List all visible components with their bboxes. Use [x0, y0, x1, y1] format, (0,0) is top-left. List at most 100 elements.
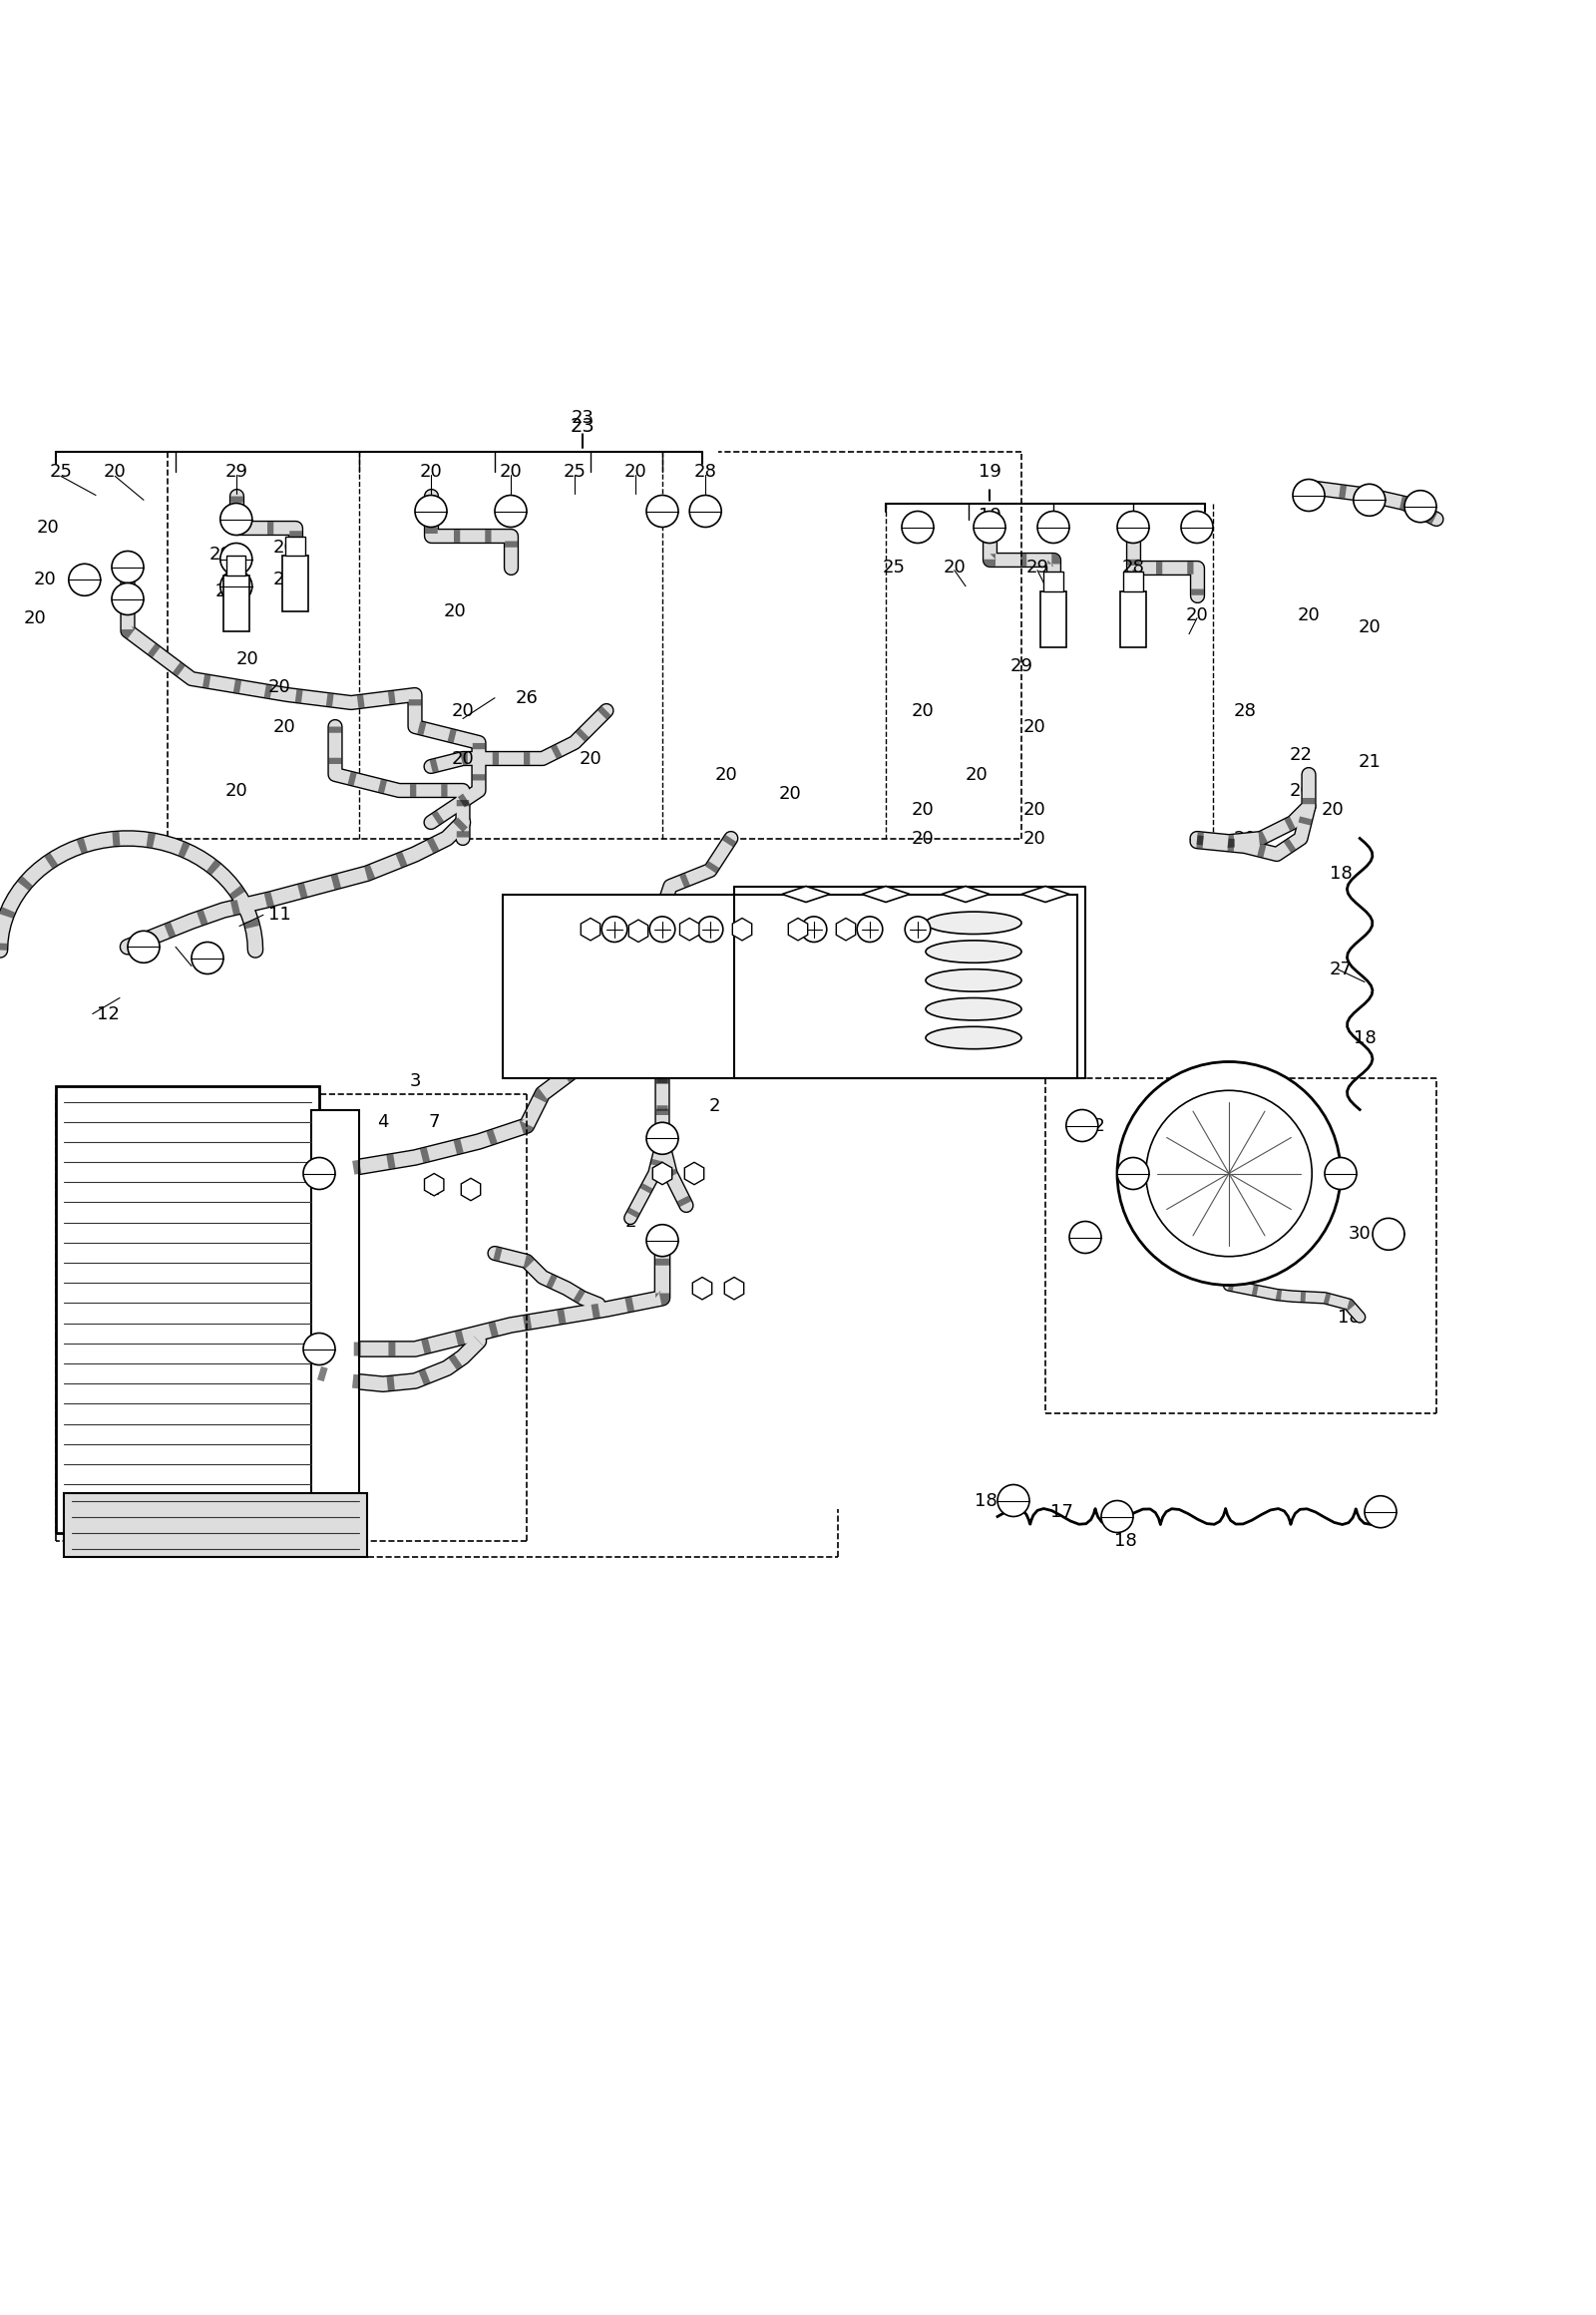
Text: 3: 3: [409, 1072, 421, 1090]
Polygon shape: [1021, 887, 1069, 903]
Text: 10: 10: [752, 1060, 774, 1079]
Circle shape: [1325, 1158, 1357, 1190]
Text: 18: 18: [1337, 1308, 1360, 1326]
Bar: [227, 556, 246, 574]
Circle shape: [303, 1158, 335, 1190]
Text: 20: 20: [911, 701, 934, 720]
Text: 25: 25: [49, 463, 72, 479]
Circle shape: [602, 917, 627, 942]
Text: 20: 20: [966, 766, 988, 782]
Text: 28: 28: [1234, 701, 1256, 720]
Polygon shape: [942, 887, 990, 903]
Circle shape: [1117, 512, 1149, 544]
Text: 2: 2: [624, 1213, 637, 1229]
Bar: [64, 1493, 367, 1556]
Circle shape: [1365, 1495, 1396, 1528]
Text: 18: 18: [975, 1491, 998, 1509]
Text: 13: 13: [768, 894, 790, 912]
Circle shape: [1069, 1222, 1101, 1252]
Circle shape: [1146, 1090, 1312, 1257]
Text: 18: 18: [1329, 863, 1352, 882]
Text: 12: 12: [1262, 1229, 1285, 1245]
Polygon shape: [782, 887, 830, 903]
Text: 29: 29: [209, 546, 231, 563]
Text: 20: 20: [268, 678, 290, 697]
Circle shape: [1353, 484, 1385, 516]
Bar: [282, 556, 308, 611]
Circle shape: [650, 917, 675, 942]
Text: 20: 20: [579, 750, 602, 769]
Circle shape: [902, 512, 934, 544]
Circle shape: [646, 1123, 678, 1155]
Ellipse shape: [926, 1026, 1021, 1049]
Text: 28: 28: [273, 572, 295, 588]
Text: 26: 26: [516, 690, 538, 706]
Circle shape: [857, 917, 883, 942]
Text: 15: 15: [911, 928, 934, 947]
Circle shape: [1101, 1500, 1133, 1533]
Text: 19: 19: [978, 507, 1001, 526]
Text: 18: 18: [1114, 1533, 1136, 1549]
Text: 20: 20: [1321, 801, 1344, 820]
Circle shape: [303, 1333, 335, 1366]
Text: 18: 18: [1353, 1028, 1376, 1046]
Text: 1: 1: [257, 1435, 270, 1454]
Text: 29: 29: [1010, 657, 1033, 676]
Circle shape: [689, 495, 721, 528]
Circle shape: [646, 495, 678, 528]
Circle shape: [646, 1225, 678, 1257]
Ellipse shape: [926, 912, 1021, 933]
Text: 20: 20: [624, 463, 646, 479]
Text: 2: 2: [241, 1373, 254, 1389]
Text: 27: 27: [1329, 961, 1352, 979]
Bar: [503, 894, 1077, 1079]
Text: 20: 20: [1023, 801, 1045, 820]
Text: 22: 22: [1290, 745, 1312, 764]
Text: 20: 20: [1023, 829, 1045, 847]
Text: 17: 17: [1050, 1502, 1073, 1521]
Circle shape: [192, 942, 223, 975]
Text: 2: 2: [428, 1181, 440, 1199]
Text: 21: 21: [1358, 752, 1381, 771]
Text: 23: 23: [571, 410, 594, 426]
Text: 20: 20: [273, 539, 295, 558]
Bar: [1120, 590, 1146, 646]
Text: 19: 19: [978, 463, 1001, 482]
Text: 29: 29: [225, 463, 247, 479]
Text: 9: 9: [683, 928, 696, 947]
Text: 12: 12: [516, 954, 538, 972]
Text: 4: 4: [377, 1114, 389, 1132]
Text: 6: 6: [329, 1114, 342, 1132]
Text: 25: 25: [883, 558, 905, 576]
Text: 30: 30: [1349, 1225, 1371, 1243]
Bar: [1124, 572, 1143, 590]
Circle shape: [998, 1484, 1029, 1516]
Ellipse shape: [926, 940, 1021, 963]
Polygon shape: [461, 1178, 480, 1201]
Polygon shape: [425, 1174, 444, 1197]
Polygon shape: [693, 1278, 712, 1299]
Circle shape: [1066, 1109, 1098, 1141]
Text: 12: 12: [196, 956, 219, 975]
Circle shape: [69, 565, 101, 595]
Polygon shape: [581, 919, 600, 940]
Text: 20: 20: [779, 785, 801, 803]
Text: 8: 8: [696, 1285, 709, 1301]
Text: 11: 11: [268, 905, 290, 924]
Polygon shape: [836, 919, 855, 940]
Polygon shape: [733, 919, 752, 940]
Ellipse shape: [926, 970, 1021, 991]
Text: 16: 16: [1074, 1225, 1096, 1243]
Text: 20: 20: [215, 581, 238, 600]
Circle shape: [905, 917, 930, 942]
Polygon shape: [629, 919, 648, 942]
Text: 25: 25: [563, 463, 586, 479]
Text: 7: 7: [428, 1114, 440, 1132]
Text: 28: 28: [694, 463, 717, 479]
Text: 20: 20: [273, 718, 295, 736]
Circle shape: [220, 569, 252, 602]
Text: 20: 20: [37, 519, 59, 537]
Text: 20: 20: [236, 651, 259, 669]
Circle shape: [1037, 512, 1069, 544]
Bar: [1041, 590, 1066, 646]
